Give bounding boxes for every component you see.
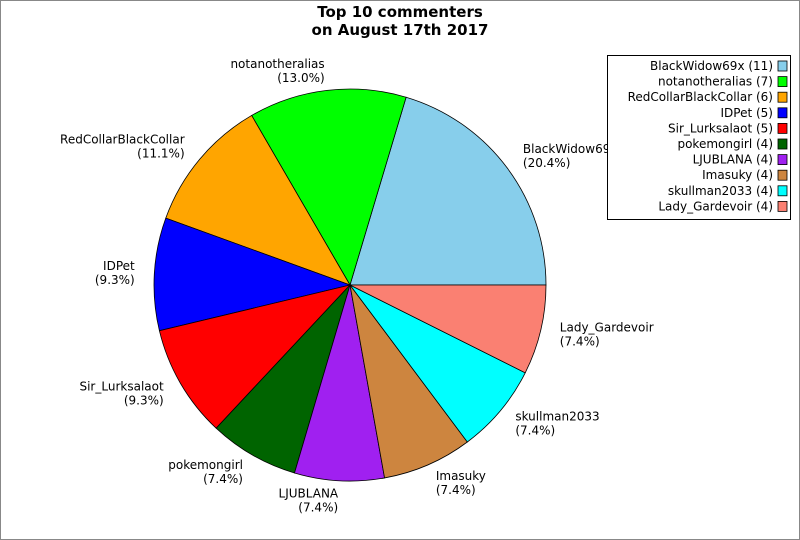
slice-label: notanotheralias [230,57,324,71]
slice-percent: (9.3%) [124,393,164,407]
pie-slice [349,284,547,374]
slice-label: IDPet [103,259,135,273]
legend-swatch [777,138,788,150]
legend-label: BlackWidow69x (11) [650,59,773,73]
legend-swatch [777,91,788,103]
legend-label: RedCollarBlackCollar (6) [628,90,773,104]
pie-slice [158,284,352,429]
legend-label: Imasuky (4) [702,168,773,182]
slice-label: Lady_Gardevoir [560,321,654,335]
legend-label: pokemongirl (4) [677,137,773,151]
slice-label: pokemongirl [168,458,243,472]
slice-label: LJUBLANA [279,486,339,500]
legend-label: LJUBLANA (4) [693,153,773,167]
legend-swatch [777,60,788,72]
legend-swatch [777,169,788,181]
chart-title: on August 17th 2017 [312,21,489,39]
legend-swatch [777,107,788,119]
legend-swatch [777,200,788,212]
pie-slice [165,114,351,286]
slice-percent: (7.4%) [436,483,476,497]
slice-percent: (13.0%) [277,71,324,85]
legend-box [607,55,791,220]
legend-label: notanotheralias (7) [658,75,773,89]
legend-label: Sir_Lurksalaot (5) [668,121,773,135]
slice-percent: (11.1%) [137,147,184,161]
slice-label: Sir_Lurksalaot [79,379,163,393]
legend-swatch [777,76,788,87]
chart-title: Top 10 commenters [317,3,483,21]
slice-percent: (7.4%) [298,500,338,514]
legend-label: Lady_Gardevoir (4) [658,199,773,213]
slice-percent: (7.4%) [515,423,555,437]
legend-swatch [777,185,788,197]
slice-label: RedCollarBlackCollar [60,133,185,147]
legend-swatch [777,123,788,134]
legend-swatch [777,154,788,166]
slice-label: skullman2033 [515,409,599,423]
slice-percent: (9.3%) [95,273,135,287]
pie-slice [153,217,352,332]
legend-label: skullman2033 (4) [668,184,773,198]
legend-label: IDPet (5) [721,106,774,120]
slice-label: BlackWidow69x [523,142,618,156]
slice-percent: (7.4%) [203,472,243,486]
pie-slice [251,88,407,287]
slice-percent: (20.4%) [523,156,570,170]
pie-slice [349,96,547,286]
slice-label: Imasuky [436,469,486,483]
slice-percent: (7.4%) [560,335,600,349]
